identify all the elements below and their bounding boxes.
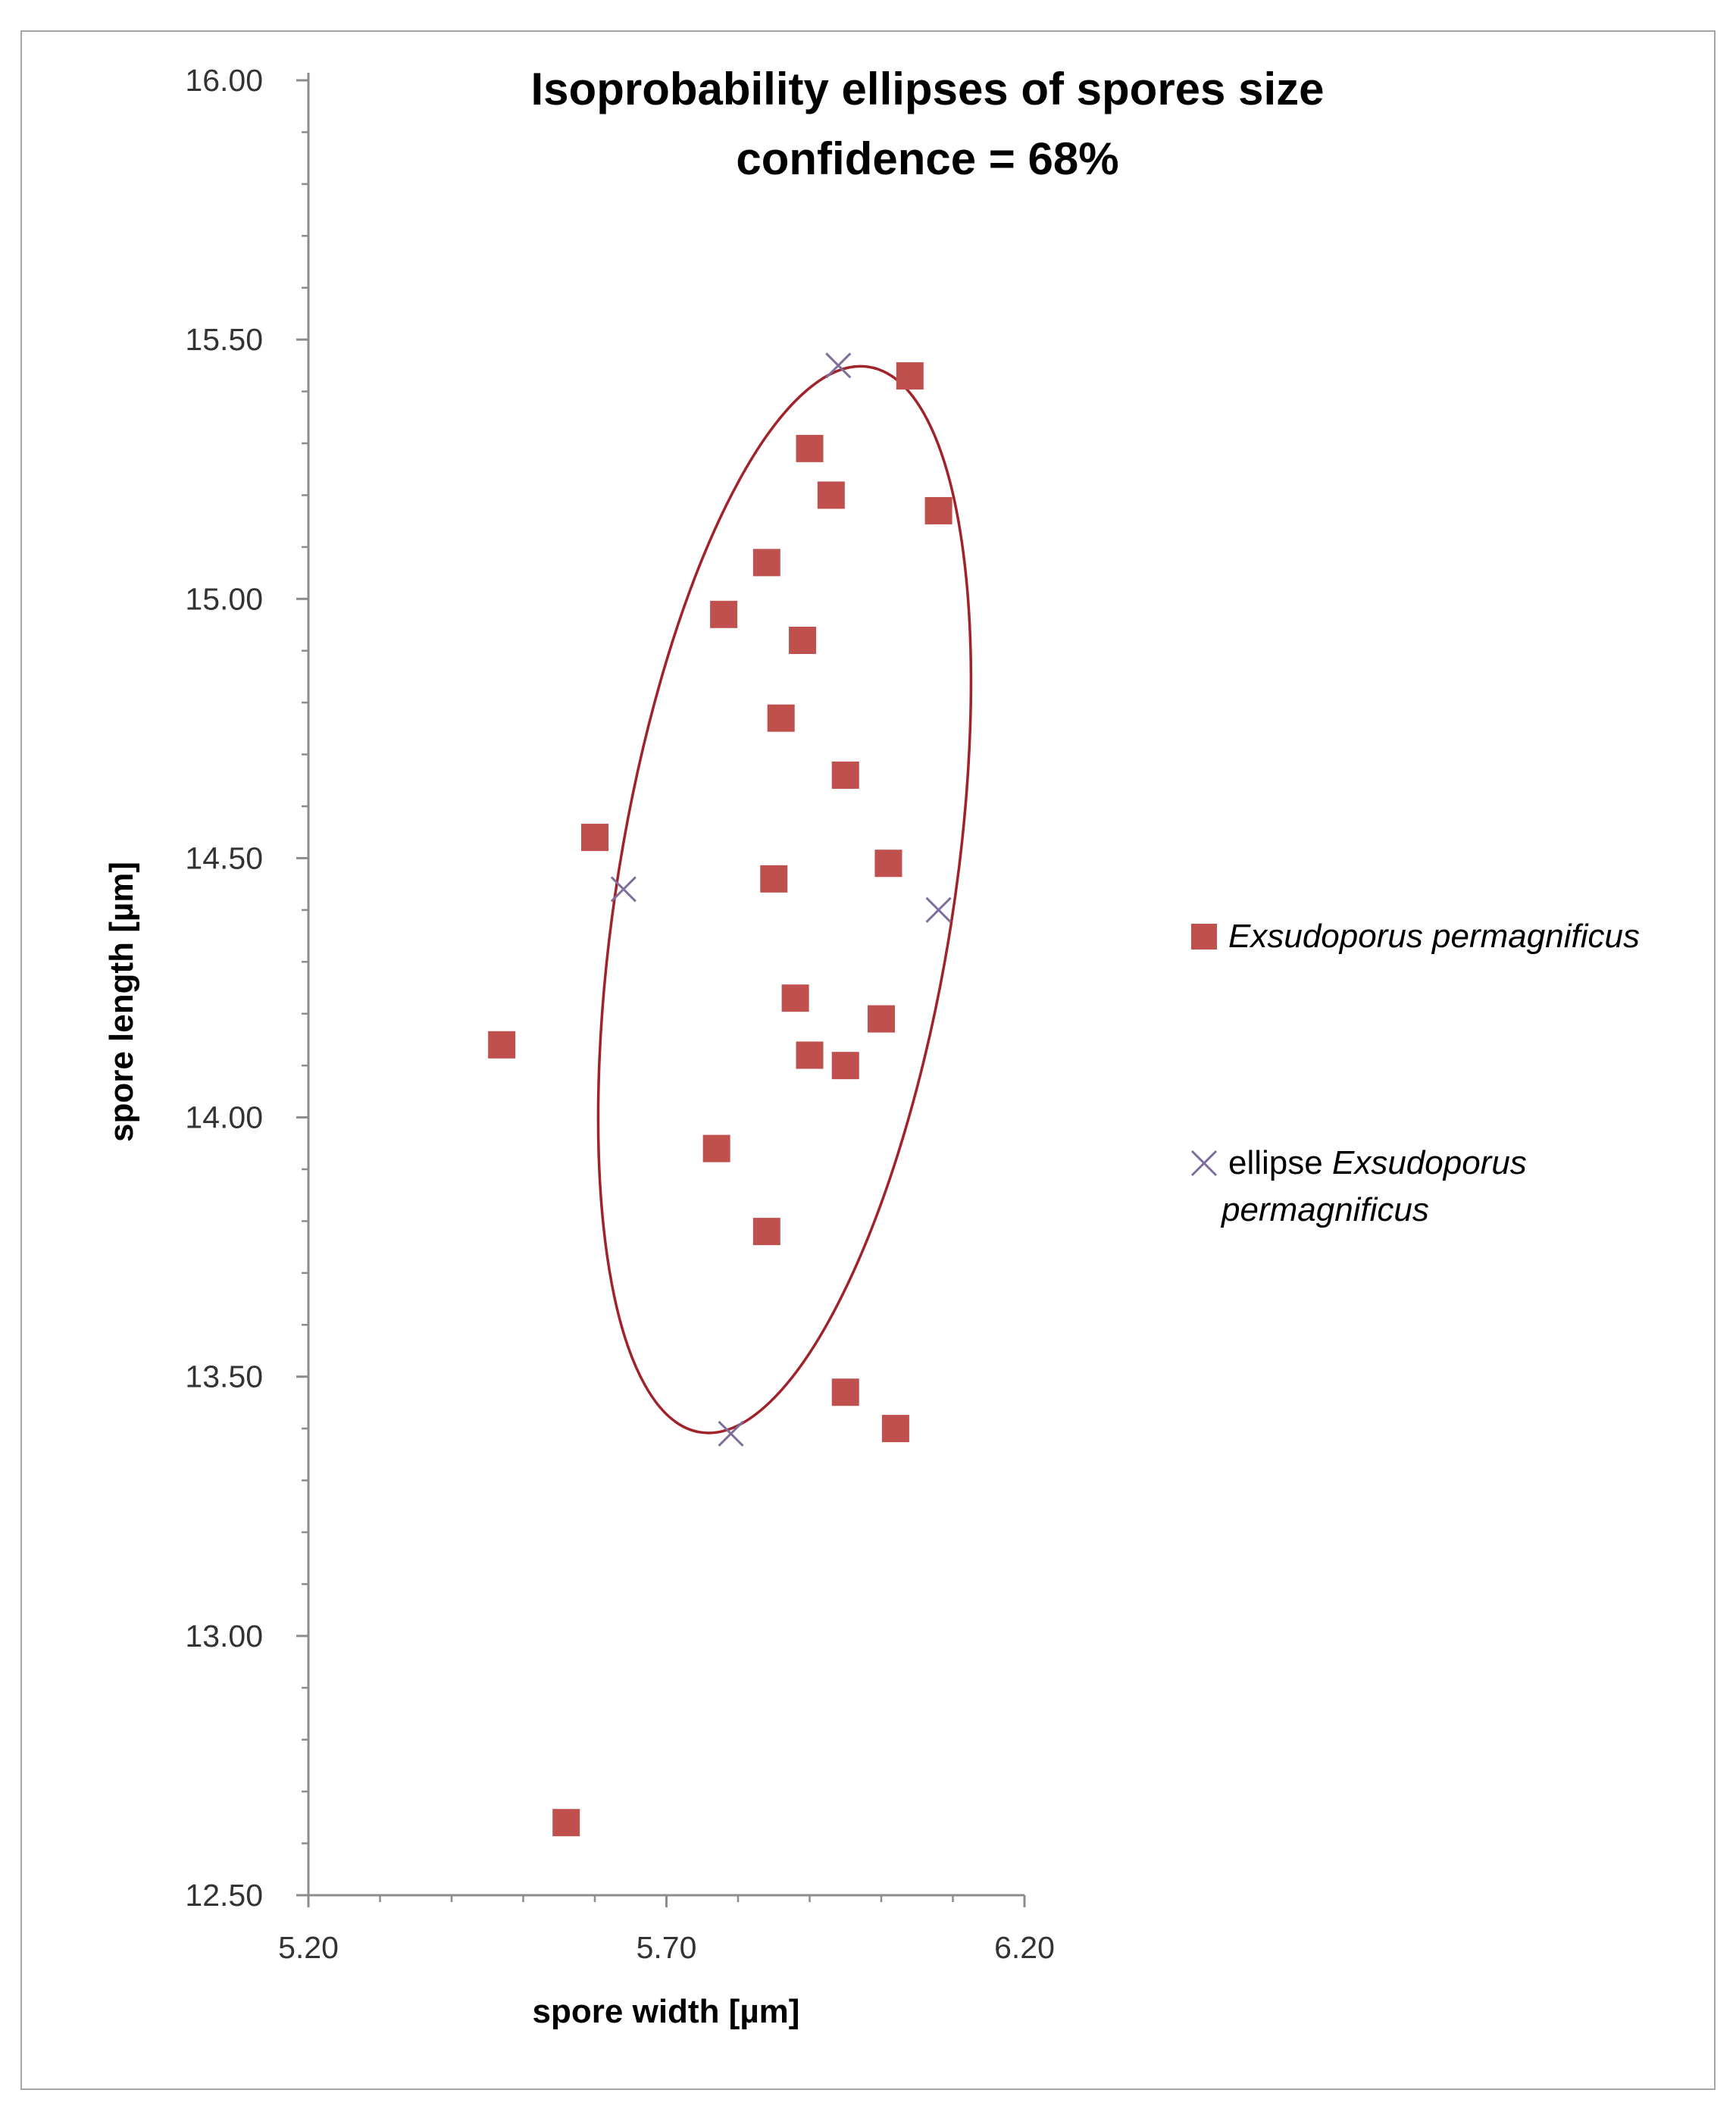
chart-title-line-2: confidence = 68%	[736, 133, 1118, 184]
legend-marker-square	[1191, 924, 1217, 950]
y-tick-label: 13.00	[185, 1619, 263, 1653]
y-tick-label: 13.50	[185, 1359, 263, 1394]
legend-entry-1: Exsudoporus permagnificus	[1191, 918, 1640, 955]
data-point-square	[702, 1134, 730, 1162]
scatter-chart: Isoprobability ellipses of spores size co…	[103, 63, 1640, 2030]
cross-stroke	[610, 876, 637, 903]
data-point-square	[781, 984, 809, 1012]
cross-stroke	[825, 352, 852, 379]
legend-label-part: ellipse	[1228, 1144, 1332, 1181]
cross-stroke	[718, 1420, 744, 1447]
data-point-square	[752, 1218, 780, 1246]
x-tick-label: 5.20	[278, 1930, 339, 1965]
data-point-square	[752, 549, 780, 577]
cross-stroke	[1190, 1150, 1218, 1177]
data-point-square	[831, 1052, 859, 1080]
y-tick-label: 14.50	[185, 840, 263, 875]
chart-title-line-1: Isoprobability ellipses of spores size	[531, 64, 1325, 114]
chart-frame: Isoprobability ellipses of spores size co…	[20, 30, 1716, 2090]
data-point-square	[924, 496, 952, 524]
confidence-ellipse	[596, 364, 973, 1434]
chart-title: Isoprobability ellipses of spores size co…	[531, 64, 1325, 184]
data-point-square	[581, 824, 608, 852]
data-point-square	[789, 627, 817, 655]
data-point-x	[925, 896, 952, 923]
data-point-square	[817, 481, 845, 509]
axes: 12.50 13.00 13.50 14.00 14.50 15.00 15.50 16.00…	[103, 63, 1055, 2030]
data-points	[488, 352, 952, 1837]
y-tick-label: 12.50	[185, 1878, 263, 1913]
ellipse-group	[596, 364, 973, 1434]
data-point-square	[552, 1809, 580, 1837]
data-point-square	[488, 1031, 516, 1059]
data-point-square	[868, 1005, 895, 1033]
legend-marker-x	[1190, 1150, 1218, 1177]
y-tick-label: 15.00	[185, 581, 263, 616]
data-point-square	[710, 600, 738, 628]
x-axis-title: spore width [µm]	[533, 1993, 800, 2030]
data-point-square	[831, 761, 859, 789]
data-point-x	[825, 352, 852, 379]
legend-label: Exsudoporus permagnificus	[1228, 918, 1640, 955]
y-tick-label: 15.50	[185, 322, 263, 357]
y-tick-label: 14.00	[185, 1100, 263, 1135]
x-tick-label: 6.20	[994, 1930, 1055, 1965]
data-point-square	[796, 1041, 824, 1069]
y-axis-title: spore length [µm]	[103, 862, 140, 1142]
x-tick-label: 5.70	[637, 1930, 697, 1965]
data-point-x	[718, 1420, 744, 1447]
legend-label-part: Exsudoporus	[1332, 1144, 1527, 1181]
data-point-square	[767, 704, 795, 732]
data-point-square	[831, 1378, 859, 1406]
data-point-square	[896, 362, 924, 390]
y-tick-label: 16.00	[185, 63, 263, 98]
legend-label-part: permagnificus	[1220, 1191, 1429, 1228]
data-point-square	[796, 434, 824, 462]
data-point-square	[881, 1415, 909, 1443]
data-point-square	[874, 849, 902, 878]
legend-label-part: Exsudoporus permagnificus	[1228, 918, 1640, 955]
data-point-square	[760, 865, 788, 893]
legend-entry-2: ellipse Exsudoporus permagnificus	[1190, 1144, 1527, 1228]
data-point-x	[610, 876, 637, 903]
legend-label: ellipse Exsudoporus permagnificus	[1220, 1144, 1527, 1228]
cross-stroke	[925, 896, 952, 923]
